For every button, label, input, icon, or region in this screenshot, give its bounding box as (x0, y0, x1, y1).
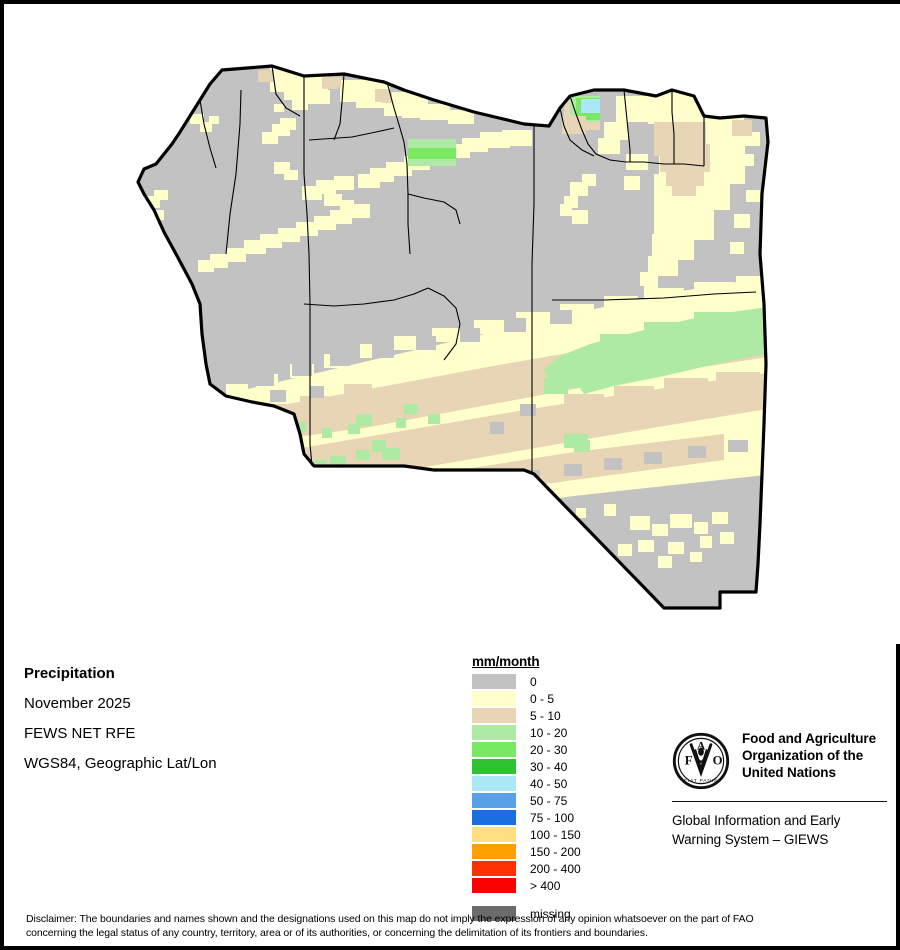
legend-item[interactable]: 0 (472, 673, 602, 690)
legend-item[interactable]: 30 - 40 (472, 758, 602, 775)
legend-swatch (472, 725, 516, 740)
map-info-block: Precipitation November 2025 FEWS NET RFE… (24, 659, 354, 779)
national-border (136, 64, 770, 610)
raster-class-0-north-interior (194, 108, 552, 304)
info-source: FEWS NET RFE (24, 725, 136, 742)
legend-item[interactable]: 150 - 200 (472, 843, 602, 860)
legend-label: 75 - 100 (530, 810, 575, 825)
legend-swatch (472, 742, 516, 757)
legend-spacer (472, 894, 602, 905)
legend-item[interactable]: 200 - 400 (472, 860, 602, 877)
legend-label: 0 - 5 (530, 691, 555, 706)
legend-label: 150 - 200 (530, 844, 581, 859)
legend-item[interactable]: 40 - 50 (472, 775, 602, 792)
legend-item[interactable]: 0 - 5 (472, 690, 602, 707)
legend-label: > 400 (530, 878, 561, 893)
giews-line-1: Global Information and Early (672, 813, 841, 828)
legend-swatch (472, 844, 516, 859)
legend-item[interactable]: 50 - 75 (472, 792, 602, 809)
legend-item[interactable]: 75 - 100 (472, 809, 602, 826)
fao-branding-block: F A O FIAT PANIS Food and Agriculture Or… (672, 730, 887, 849)
legend-item[interactable]: 20 - 30 (472, 741, 602, 758)
legend-label: 200 - 400 (530, 861, 581, 876)
svg-text:F: F (685, 753, 693, 767)
giews-line-2: Warning System – GIEWS (672, 832, 829, 847)
svg-text:FIAT PANIS: FIAT PANIS (684, 778, 718, 784)
legend-swatch-missing (472, 906, 516, 921)
legend-swatch (472, 708, 516, 723)
legend-swatch (472, 827, 516, 842)
fao-org-line-2: Organization of the (742, 748, 864, 763)
legend-label: 10 - 20 (530, 725, 568, 740)
legend-item-missing[interactable]: missing (472, 905, 602, 922)
legend-swatch (472, 861, 516, 876)
precipitation-map[interactable] (4, 4, 900, 644)
info-variable: Precipitation (24, 665, 115, 682)
raster-jabal-al-akhdar (562, 96, 600, 134)
legend-label: 50 - 75 (530, 793, 568, 808)
admin-boundaries (199, 65, 757, 474)
legend-label: 100 - 150 (530, 827, 581, 842)
disclaimer: Disclaimer: The boundaries and names sho… (26, 912, 886, 940)
legend-swatch (472, 759, 516, 774)
legend-title: mm/month (472, 654, 540, 669)
svg-text:O: O (713, 753, 723, 767)
disclaimer-line-2: concerning the legal status of any count… (26, 927, 648, 939)
legend-swatch (472, 878, 516, 893)
raster-class-20-30-sidra (408, 139, 456, 166)
map-legend: mm/month 0 0 - 5 5 - 10 10 - 20 20 - 30 … (472, 654, 602, 922)
disclaimer-line-1: Disclaimer: The boundaries and names sho… (26, 913, 754, 925)
raster-class-10-20-south (294, 306, 768, 470)
raster-class-0-5-se-dots (576, 504, 734, 568)
raster-class-5-10-northeast (654, 120, 752, 196)
info-period: November 2025 (24, 695, 131, 712)
raster-class-5-10-north (258, 70, 392, 103)
legend-item[interactable]: 5 - 10 (472, 707, 602, 724)
fao-org-line-1: Food and Agriculture (742, 731, 876, 746)
legend-item[interactable]: 100 - 150 (472, 826, 602, 843)
legend-item[interactable]: > 400 (472, 877, 602, 894)
legend-item[interactable]: 10 - 20 (472, 724, 602, 741)
info-projection: WGS84, Geographic Lat/Lon (24, 755, 217, 772)
legend-swatch (472, 793, 516, 808)
legend-swatch (472, 691, 516, 706)
legend-label: 30 - 40 (530, 759, 568, 774)
legend-label: 20 - 30 (530, 742, 568, 757)
legend-swatch (472, 810, 516, 825)
svg-text:A: A (697, 739, 706, 752)
fao-logo-icon: F A O FIAT PANIS (672, 732, 730, 790)
legend-swatch (472, 776, 516, 791)
fao-divider (672, 801, 887, 802)
legend-label: 0 (530, 674, 537, 689)
legend-label: 5 - 10 (530, 708, 561, 723)
legend-label-missing: missing (530, 906, 571, 921)
legend-label: 40 - 50 (530, 776, 568, 791)
legend-swatch (472, 674, 516, 689)
fao-org-line-3: United Nations (742, 765, 836, 780)
